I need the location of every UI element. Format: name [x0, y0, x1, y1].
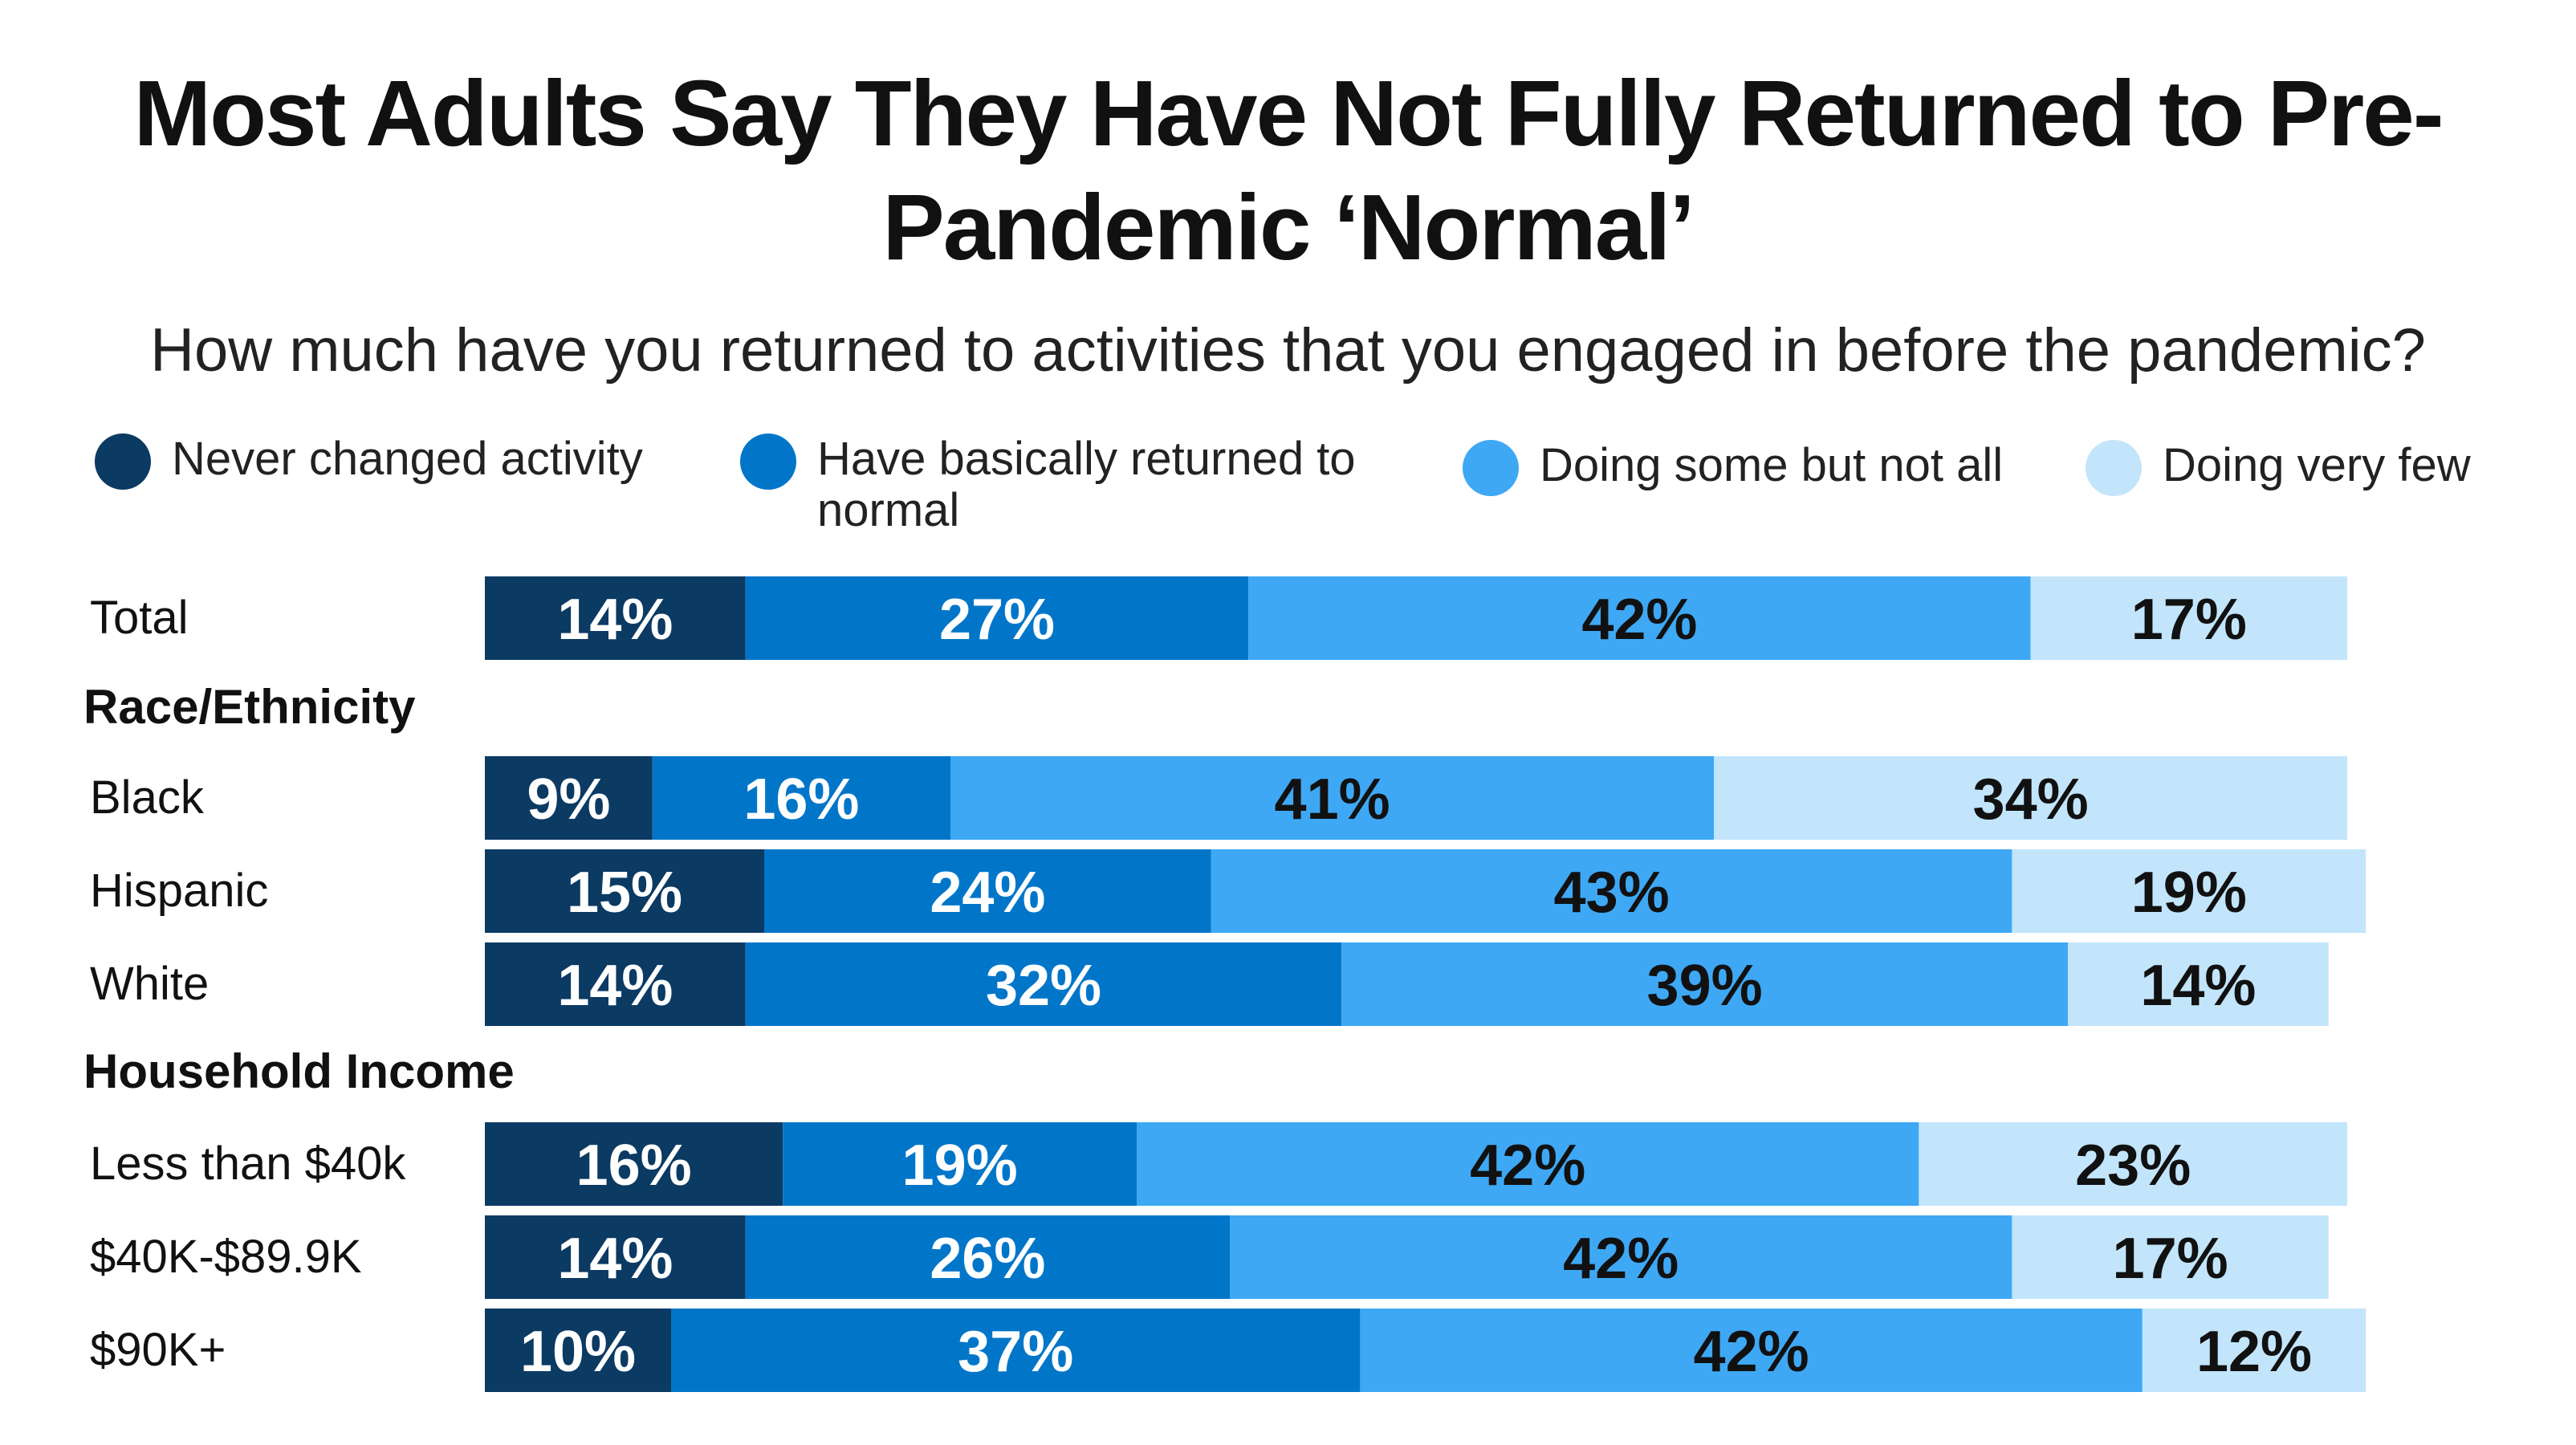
data-label-90k-never-changed: 10%	[520, 1320, 636, 1384]
data-label-less-than-40k-very-few: 23%	[2075, 1134, 2191, 1198]
data-label-hispanic-returned-to-normal: 24%	[930, 861, 1045, 925]
data-label-hispanic-very-few: 19%	[2131, 861, 2247, 925]
data-label-less-than-40k-some-but-not-all: 42%	[1470, 1134, 1585, 1198]
data-label-40k-89-9k-some-but-not-all: 42%	[1563, 1227, 1679, 1291]
bar-total-never-changed	[485, 576, 746, 660]
bar-white-some-but-not-all	[1341, 942, 2068, 1026]
data-label-hispanic-never-changed: 15%	[567, 861, 682, 925]
row-label-total: Total	[90, 592, 189, 644]
data-label-black-some-but-not-all: 41%	[1275, 767, 1390, 832]
row-label-hispanic: Hispanic	[90, 865, 269, 917]
data-label-white-very-few: 14%	[2140, 954, 2256, 1018]
legend-label-some-but-not-all: Doing some but not all	[1540, 439, 2004, 491]
bar-less-than-40k-never-changed	[485, 1122, 783, 1206]
row-label-less-than-40k: Less than $40k	[90, 1138, 406, 1190]
legend-label-never-changed: Never changed activity	[172, 433, 643, 485]
bar-less-than-40k-very-few	[1919, 1122, 2347, 1206]
data-label-hispanic-some-but-not-all: 43%	[1554, 861, 1670, 925]
bar-90k-never-changed	[485, 1309, 671, 1392]
data-label-total-never-changed: 14%	[557, 588, 673, 652]
chart-title: Most Adults Say They Have Not Fully Retu…	[133, 61, 2444, 279]
bar-black-very-few	[1714, 756, 2347, 840]
bar-total-returned-to-normal	[745, 576, 1249, 660]
legend-swatch-very-few	[2086, 440, 2142, 496]
bar-white-very-few	[2068, 942, 2329, 1026]
legend-swatch-some-but-not-all	[1463, 440, 1519, 496]
data-label-90k-some-but-not-all: 42%	[1694, 1320, 1809, 1384]
chart-subtitle: How much have you returned to activities…	[150, 316, 2426, 385]
legend-item-never-changed: Never changed activity	[95, 434, 643, 490]
data-label-40k-89-9k-never-changed: 14%	[557, 1227, 673, 1291]
bar-40k-89-9k-never-changed	[485, 1215, 746, 1299]
data-label-black-never-changed: 9%	[527, 767, 610, 832]
bar-hispanic-some-but-not-all	[1211, 849, 2012, 933]
data-label-black-returned-to-normal: 16%	[743, 767, 859, 832]
legend-label-returned-to-normal: Have basically returned to normal	[817, 433, 1356, 536]
bar-black-some-but-not-all	[950, 756, 1715, 840]
bar-40k-89-9k-some-but-not-all	[1230, 1215, 2012, 1299]
row-label-40k-89k: $40K-$89.9K	[90, 1231, 362, 1283]
data-label-90k-returned-to-normal: 37%	[958, 1320, 1073, 1384]
legend-item-returned-to-normal: Have basically returned to normal	[740, 434, 1447, 536]
legend-item-very-few: Doing very few	[2086, 440, 2471, 496]
legend-label-very-few: Doing very few	[2163, 439, 2471, 491]
data-label-total-returned-to-normal: 27%	[939, 588, 1055, 652]
row-label-white: White	[90, 958, 210, 1010]
data-label-white-some-but-not-all: 39%	[1647, 954, 1763, 1018]
legend-swatch-returned-to-normal	[740, 434, 796, 490]
row-label-90k-plus: $90K+	[90, 1324, 226, 1376]
data-label-white-never-changed: 14%	[557, 954, 673, 1018]
data-label-black-very-few: 34%	[1973, 767, 2089, 832]
bar-black-never-changed	[485, 756, 653, 840]
data-label-90k-very-few: 12%	[2196, 1320, 2312, 1384]
legend-item-some-but-not-all: Doing some but not all	[1463, 440, 2003, 496]
group-label-race-ethnicity: Race/Ethnicity	[83, 680, 416, 734]
bar-total-very-few	[2030, 576, 2347, 660]
data-label-total-some-but-not-all: 42%	[1581, 588, 1697, 652]
data-label-40k-89-9k-very-few: 17%	[2113, 1227, 2228, 1291]
bar-hispanic-never-changed	[485, 849, 764, 933]
bar-less-than-40k-returned-to-normal	[783, 1122, 1137, 1206]
data-label-white-returned-to-normal: 32%	[986, 954, 1101, 1018]
bar-less-than-40k-some-but-not-all	[1137, 1122, 1919, 1206]
bar-40k-89-9k-very-few	[2012, 1215, 2329, 1299]
bar-90k-very-few	[2142, 1309, 2366, 1392]
bar-black-returned-to-normal	[652, 756, 950, 840]
data-label-less-than-40k-returned-to-normal: 19%	[902, 1134, 1018, 1198]
bar-hispanic-very-few	[2012, 849, 2366, 933]
legend-swatch-never-changed	[95, 434, 151, 490]
data-label-total-very-few: 17%	[2131, 588, 2247, 652]
data-label-less-than-40k-never-changed: 16%	[576, 1134, 692, 1198]
bar-90k-some-but-not-all	[1360, 1309, 2143, 1392]
bar-white-never-changed	[485, 942, 746, 1026]
bar-hispanic-returned-to-normal	[764, 849, 1211, 933]
data-label-40k-89-9k-returned-to-normal: 26%	[930, 1227, 1045, 1291]
group-label-household-income: Household Income	[83, 1044, 515, 1098]
bar-40k-89-9k-returned-to-normal	[745, 1215, 1230, 1299]
bar-white-returned-to-normal	[745, 942, 1342, 1026]
bar-total-some-but-not-all	[1248, 576, 2031, 660]
bar-90k-returned-to-normal	[671, 1309, 1361, 1392]
row-label-black: Black	[90, 771, 204, 824]
